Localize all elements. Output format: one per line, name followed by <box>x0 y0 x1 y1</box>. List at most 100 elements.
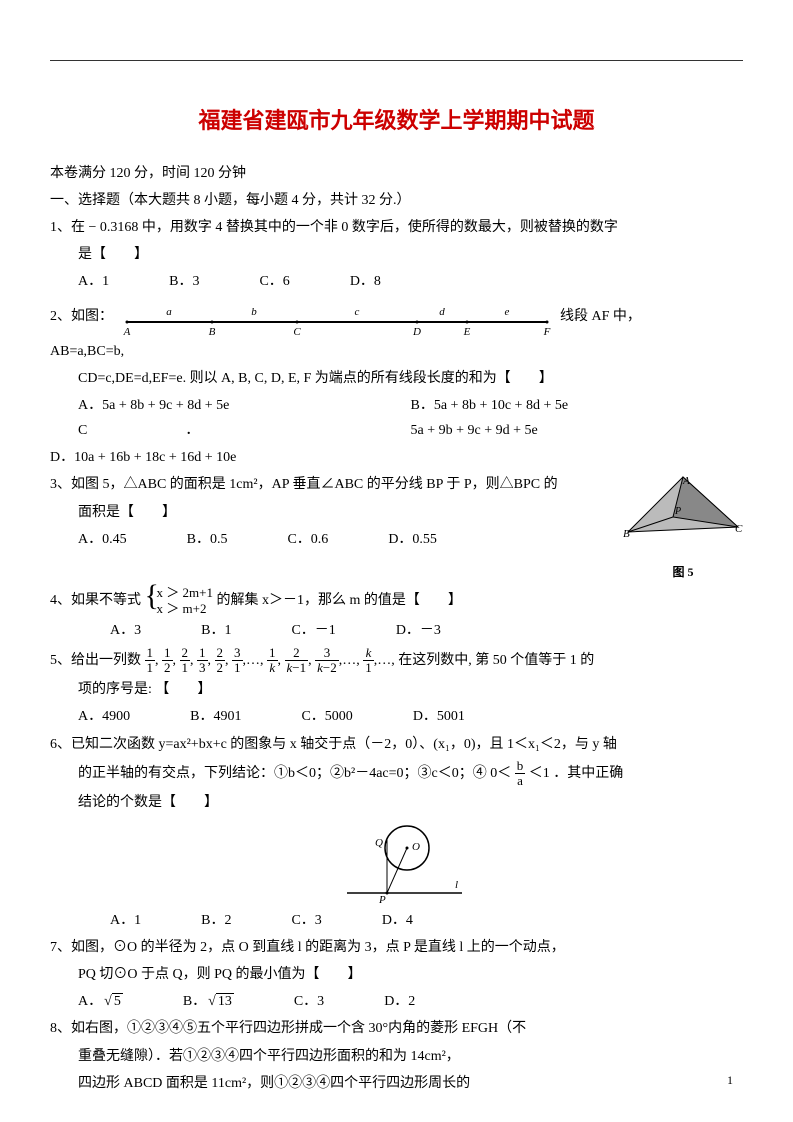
q8-stem2: 重叠无缝隙）．若①②③④四个平行四边形面积的和为 14cm²， <box>78 1044 743 1069</box>
frac-num: b <box>515 759 526 774</box>
circle-figure-wrap: O l P Q <box>50 818 743 908</box>
svg-text:c: c <box>354 306 359 318</box>
q6-tail: ．其中正确 <box>553 766 623 781</box>
ineq-1: x ＞ 2m+1 <box>157 585 213 601</box>
circle-figure: O l P Q <box>327 818 467 908</box>
page-number: 1 <box>727 1070 733 1092</box>
q6-stem3: 结论的个数是【 】 <box>78 790 743 815</box>
svg-text:E: E <box>462 326 470 337</box>
q1-lead: 1、在 <box>50 220 85 235</box>
q6-opt-d: D．4 <box>382 908 413 933</box>
q4-options: A．3 B．1 C．－1 D．－3 <box>110 618 743 643</box>
exam-info: 本卷满分 120 分，时间 120 分钟 <box>50 161 743 186</box>
q2-line1: 2、如图： ABC DEF abc de 线段 AF 中， <box>50 297 743 337</box>
q7-opt-c: C．3 <box>294 989 324 1014</box>
q7-opt-b: B．13 <box>183 989 234 1014</box>
page-title: 福建省建瓯市九年级数学上学期期中试题 <box>50 101 743 141</box>
svg-text:C: C <box>735 523 743 535</box>
frac-1-2: 12 <box>162 646 173 676</box>
q1-opt-d: D．8 <box>350 269 381 294</box>
q1-opt-a: A．1 <box>78 269 109 294</box>
q7-options: A．5 B．13 C．3 D．2 <box>78 989 743 1014</box>
q2-opt-d: D．10a + 16b + 18c + 16d + 10e <box>50 445 743 470</box>
q6-stem1: 6、已知二次函数 y=ax²+bx+c 的图象与 x 轴交于点（－2，0）、(x… <box>50 732 743 757</box>
svg-text:A: A <box>682 475 690 487</box>
svg-text:O: O <box>412 841 420 853</box>
frac-den: a <box>515 774 526 788</box>
frac-b-a: b a <box>515 759 526 789</box>
frac-2-2: 22 <box>215 646 226 676</box>
ineq-2: x ＞ m+2 <box>157 601 213 617</box>
q2-opt-a: A．5a + 8b + 9c + 8d + 5e <box>78 393 411 418</box>
frac-3-k2: 3k−2 <box>315 646 339 676</box>
svg-text:d: d <box>439 306 445 318</box>
frac-lead: 0＜ <box>490 766 511 781</box>
q2-stem2: CD=c,DE=d,EF=e. 则以 A, B, C, D, E, F 为端点的… <box>78 366 743 391</box>
q8-stem3: 四边形 ABCD 面积是 11cm²，则①②③④四个平行四边形周长的 <box>78 1071 743 1096</box>
svg-text:b: b <box>251 306 257 318</box>
svg-text:B: B <box>208 326 215 337</box>
q4-lead: 4、如果不等式 <box>50 593 141 608</box>
q1-opt-b: B．3 <box>169 269 199 294</box>
svg-text:P: P <box>378 894 386 906</box>
q1-blank: 是【 】 <box>78 242 743 267</box>
q2-options: A．5a + 8b + 9c + 8d + 5e B．5a + 8b + 10c… <box>78 393 743 443</box>
q5-opt-a: A．4900 <box>78 704 130 729</box>
q5-stem2: 项的序号是: 【 】 <box>78 677 743 702</box>
q7-opt-a: A．5 <box>78 989 123 1014</box>
q5-options: A．4900 B．4901 C．5000 D．5001 <box>78 704 743 729</box>
frac-tail: ＜1 <box>529 766 550 781</box>
svg-text:B: B <box>623 528 630 540</box>
q2-tail1: 线段 AF 中， <box>560 309 641 324</box>
q7-stem1: 7、如图，⊙O 的半径为 2，点 O 到直线 l 的距离为 3，点 P 是直线 … <box>50 935 743 960</box>
svg-text:a: a <box>166 306 172 318</box>
frac-1-k: 1k <box>267 646 278 676</box>
frac-3-1: 31 <box>232 646 243 676</box>
q3-opt-c: C．0.6 <box>287 527 328 552</box>
horizontal-rule <box>50 60 743 61</box>
q2-lead: 2、如图： <box>50 309 113 324</box>
q4-stem: 4、如果不等式 x ＞ 2m+1 x ＞ m+2 的解集 x＞－1，那么 m 的… <box>50 585 743 616</box>
q5-lead: 5、给出一列数 <box>50 653 141 668</box>
q4-opt-b: B．1 <box>201 618 231 643</box>
q7-stem2: PQ 切⊙O 于点 Q，则 PQ 的最小值为【 】 <box>78 962 743 987</box>
section-heading: 一、选择题（本大题共 8 小题，每小题 4 分，共计 32 分.） <box>50 188 743 213</box>
svg-text:P: P <box>674 506 681 517</box>
q8-stem1: 8、如右图，①②③④⑤五个平行四边形拼成一个含 30°内角的菱形 EFGH（不 <box>50 1016 743 1041</box>
q5-opt-b: B．4901 <box>190 704 241 729</box>
q5-opt-c: C．5000 <box>301 704 352 729</box>
segment-figure: ABC DEF abc de <box>117 297 557 337</box>
q5-opt-d: D．5001 <box>413 704 465 729</box>
svg-text:C: C <box>293 326 301 337</box>
svg-text:e: e <box>504 306 509 318</box>
q7-opt-d: D．2 <box>384 989 415 1014</box>
q3-options: A．0.45 B．0.5 C．0.6 D．0.55 <box>78 527 617 552</box>
q4-opt-c: C．－1 <box>291 618 335 643</box>
frac-1-3: 13 <box>197 646 208 676</box>
q4-opt-a: A．3 <box>110 618 141 643</box>
q4-tail: 的解集 x＞－1，那么 m 的值是【 】 <box>216 593 461 608</box>
q1-options: A．1 B．3 C．6 D．8 <box>78 269 743 294</box>
q5-stem: 5、给出一列数 11, 12, 21, 13, 22, 31,…, 1k, 2k… <box>50 646 743 676</box>
frac-2-1: 21 <box>180 646 191 676</box>
q3-opt-b: B．0.5 <box>187 527 228 552</box>
q6-opt-c: C．3 <box>291 908 321 933</box>
q2-opt-c-val: 5a + 9b + 9c + 9d + 5e <box>411 418 744 443</box>
q2-opt-c-lead: C ． <box>78 418 411 443</box>
q4-opt-d: D．－3 <box>396 618 441 643</box>
q6-mid: 的正半轴的有交点，下列结论：①b＜0；②b²－4ac=0；③c＜0；④ <box>78 766 487 781</box>
frac-1-1: 11 <box>145 646 156 676</box>
q5-mid: 在这列数中, 第 50 个值等于 1 的 <box>398 653 594 668</box>
q1-tail: 中，用数字 4 替换其中的一个非 0 数字后，使所得的数最大，则被替换的数字 <box>142 220 618 235</box>
q1-expr: − 0.3168 <box>89 220 139 235</box>
svg-text:A: A <box>122 326 130 337</box>
q1-stem: 1、在 − 0.3168 中，用数字 4 替换其中的一个非 0 数字后，使所得的… <box>50 215 743 240</box>
svg-text:F: F <box>542 326 550 337</box>
q6-opt-b: B．2 <box>201 908 231 933</box>
q1-opt-c: C．6 <box>259 269 289 294</box>
svg-text:l: l <box>455 879 458 891</box>
q3-opt-d: D．0.55 <box>388 527 437 552</box>
q6-options: A．1 B．2 C．3 D．4 <box>110 908 743 933</box>
fig5-caption: 图 5 <box>623 562 743 584</box>
frac-2-k1: 2k−1 <box>285 646 309 676</box>
